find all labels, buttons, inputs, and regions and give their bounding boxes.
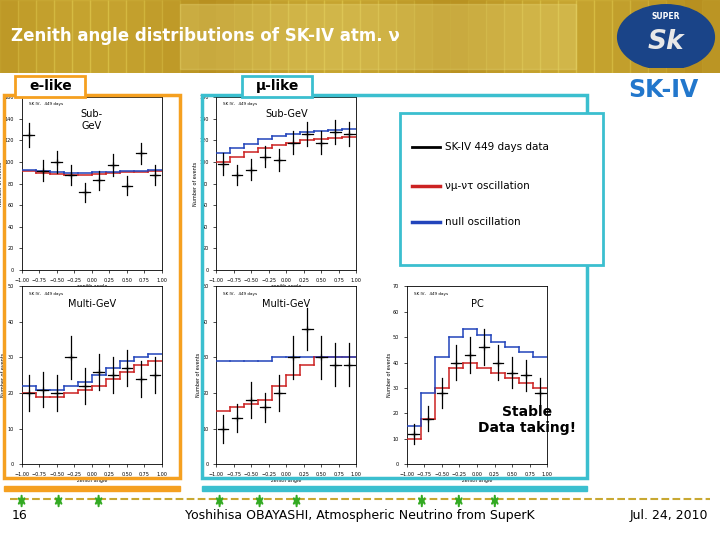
- Bar: [15, 77, 86, 98]
- Text: Multi-GeV: Multi-GeV: [262, 299, 310, 309]
- Bar: [216, 0, 234, 73]
- Bar: [202, 94, 587, 478]
- Text: SK IV,   449 days: SK IV, 449 days: [414, 292, 448, 295]
- Y-axis label: Number of events: Number of events: [192, 161, 197, 206]
- Bar: [400, 113, 603, 265]
- Bar: [144, 0, 162, 73]
- Text: SK-IV: SK-IV: [628, 78, 698, 103]
- Text: SK IV,   449 days: SK IV, 449 days: [223, 292, 257, 295]
- Bar: [180, 0, 198, 73]
- Bar: [684, 0, 702, 73]
- Bar: [288, 0, 306, 73]
- Bar: [702, 0, 720, 73]
- X-axis label: zenith angle: zenith angle: [76, 284, 107, 289]
- Bar: [108, 0, 126, 73]
- Bar: [342, 0, 360, 73]
- Text: null oscillation: null oscillation: [444, 217, 521, 227]
- Bar: [36, 0, 54, 73]
- Bar: [630, 0, 648, 73]
- Text: Stable
Data taking!: Stable Data taking!: [478, 405, 577, 435]
- Y-axis label: Number of events: Number of events: [1, 353, 6, 397]
- Text: PC: PC: [471, 299, 483, 309]
- Bar: [576, 0, 594, 73]
- Bar: [18, 0, 36, 73]
- Bar: [378, 0, 396, 73]
- Bar: [324, 0, 342, 73]
- Text: μ-like: μ-like: [256, 79, 299, 93]
- Bar: [432, 0, 450, 73]
- Bar: [486, 0, 504, 73]
- Bar: [72, 0, 90, 73]
- Bar: [198, 0, 216, 73]
- Bar: [162, 0, 180, 73]
- Text: Yoshihisa OBAYASHI, Atmospheric Neutrino from SuperK: Yoshihisa OBAYASHI, Atmospheric Neutrino…: [185, 509, 535, 522]
- Text: Jul. 24, 2010: Jul. 24, 2010: [629, 509, 708, 522]
- Bar: [450, 0, 468, 73]
- Text: e-like: e-like: [29, 79, 72, 93]
- Bar: [54, 0, 72, 73]
- Bar: [360, 0, 378, 73]
- Bar: [270, 0, 288, 73]
- Y-axis label: Number of events: Number of events: [387, 353, 392, 397]
- Bar: [522, 0, 540, 73]
- Bar: [4, 94, 180, 478]
- Bar: [180, 4, 576, 69]
- Bar: [504, 0, 522, 73]
- Bar: [594, 0, 612, 73]
- Y-axis label: Number of events: Number of events: [196, 353, 201, 397]
- Text: Sub-GeV: Sub-GeV: [265, 109, 307, 119]
- Bar: [468, 0, 486, 73]
- Bar: [306, 0, 324, 73]
- Bar: [414, 0, 432, 73]
- X-axis label: zenith angle: zenith angle: [271, 284, 302, 289]
- Text: SUPER: SUPER: [652, 12, 680, 22]
- Text: SK IV,   449 days: SK IV, 449 days: [223, 103, 257, 106]
- Circle shape: [618, 5, 714, 70]
- Text: SK IV,   449 days: SK IV, 449 days: [29, 103, 63, 106]
- Text: Multi-GeV: Multi-GeV: [68, 299, 116, 309]
- X-axis label: zenith angle: zenith angle: [76, 478, 107, 483]
- Text: Sk: Sk: [648, 29, 684, 55]
- Bar: [396, 0, 414, 73]
- Bar: [242, 77, 312, 98]
- Bar: [4, 486, 180, 491]
- Bar: [252, 0, 270, 73]
- Text: SK IV,   449 days: SK IV, 449 days: [29, 292, 63, 295]
- Bar: [648, 0, 666, 73]
- X-axis label: zenith angle: zenith angle: [462, 478, 492, 483]
- Text: Sub-
GeV: Sub- GeV: [81, 109, 103, 131]
- Bar: [202, 486, 587, 491]
- Bar: [666, 0, 684, 73]
- Text: νμ-ντ oscillation: νμ-ντ oscillation: [444, 181, 529, 191]
- Text: 16: 16: [12, 509, 28, 522]
- Bar: [540, 0, 558, 73]
- Text: SK-IV 449 days data: SK-IV 449 days data: [444, 141, 549, 152]
- Bar: [126, 0, 144, 73]
- Bar: [558, 0, 576, 73]
- Text: Zenith angle distributions of SK-IV atm. ν: Zenith angle distributions of SK-IV atm.…: [11, 28, 400, 45]
- Y-axis label: Number of events: Number of events: [0, 161, 3, 206]
- Bar: [612, 0, 630, 73]
- Bar: [234, 0, 252, 73]
- Bar: [90, 0, 108, 73]
- X-axis label: zenith angle: zenith angle: [271, 478, 302, 483]
- Bar: [0, 0, 18, 73]
